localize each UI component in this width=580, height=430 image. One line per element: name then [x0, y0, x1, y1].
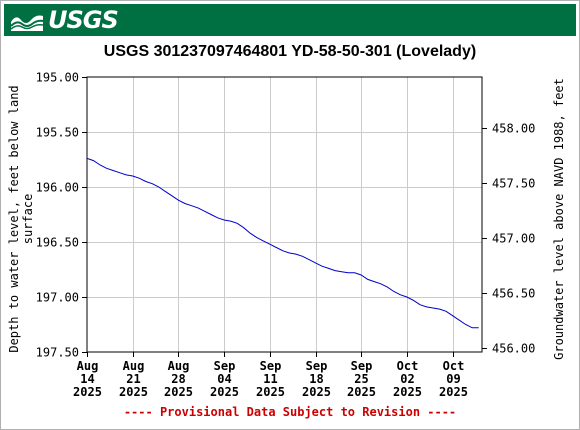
- y-tick-label: 197.50: [36, 346, 79, 360]
- y-tick-label: 196.50: [36, 236, 79, 250]
- x-tick-label: 2025: [210, 385, 239, 399]
- x-tick-label: 09: [446, 372, 460, 386]
- x-tick-label: 2025: [393, 385, 422, 399]
- x-tick-label: Sep: [214, 359, 236, 373]
- chart-title: USGS 301237097464801 YD-58-50-301 (Lovel…: [103, 43, 477, 60]
- y-tick-label: 197.00: [36, 291, 79, 305]
- x-tick-label: Aug: [77, 359, 99, 373]
- x-tick-label: 2025: [439, 385, 468, 399]
- x-tick-label: Sep: [306, 359, 328, 373]
- y2-tick-label: 457.00: [492, 232, 535, 246]
- x-tick-label: 2025: [256, 385, 285, 399]
- ticks-layer: [82, 77, 487, 357]
- x-tick-label: 28: [171, 372, 185, 386]
- y-axis-label-line-2: surface: [21, 194, 35, 245]
- plot-area-border: [86, 76, 483, 353]
- water-level-series-line: [86, 157, 479, 329]
- x-tick-label: Oct: [397, 359, 419, 373]
- y2-tick-label: 458.00: [492, 122, 535, 136]
- x-tick-label: 2025: [302, 385, 331, 399]
- y2-tick-label: 457.50: [492, 177, 535, 191]
- x-tick-label: Aug: [123, 359, 145, 373]
- x-tick-label: 2025: [164, 385, 193, 399]
- x-tick-label: Oct: [443, 359, 465, 373]
- labels-layer: 195.00 195.50 196.00 196.50 197.00 197.50 458.…: [36, 71, 536, 400]
- x-tick-label: 02: [400, 372, 414, 386]
- y-axis-label-line-1: Depth to water level, feet below land: [7, 85, 21, 352]
- y-tick-label: 195.50: [36, 126, 79, 140]
- y-tick-label: 196.00: [36, 181, 79, 195]
- x-tick-label: 04: [217, 372, 231, 386]
- x-tick-label: 11: [263, 372, 277, 386]
- x-tick-label: 25: [354, 372, 368, 386]
- y-tick-label: 195.00: [36, 71, 79, 85]
- grid-layer: [87, 77, 482, 352]
- x-tick-label: 18: [309, 372, 323, 386]
- x-tick-label: 2025: [119, 385, 148, 399]
- x-tick-label: Sep: [351, 359, 373, 373]
- usgs-wave-icon: [10, 15, 44, 31]
- y2-tick-label: 456.00: [492, 342, 535, 356]
- x-tick-label: 2025: [73, 385, 102, 399]
- y2-axis-label: Groundwater level above NAVD 1988, feet: [552, 78, 566, 360]
- x-tick-label: Aug: [168, 359, 190, 373]
- x-tick-label: 14: [80, 372, 94, 386]
- x-tick-label: 21: [126, 372, 140, 386]
- y2-tick-label: 456.50: [492, 287, 535, 301]
- provisional-data-note: ---- Provisional Data Subject to Revisio…: [124, 405, 456, 419]
- x-tick-label: 2025: [347, 385, 376, 399]
- usgs-logo[interactable]: USGS: [10, 6, 119, 34]
- x-tick-label: Sep: [260, 359, 282, 373]
- usgs-logo-text: USGS: [48, 6, 119, 34]
- usgs-banner: USGS: [4, 4, 576, 36]
